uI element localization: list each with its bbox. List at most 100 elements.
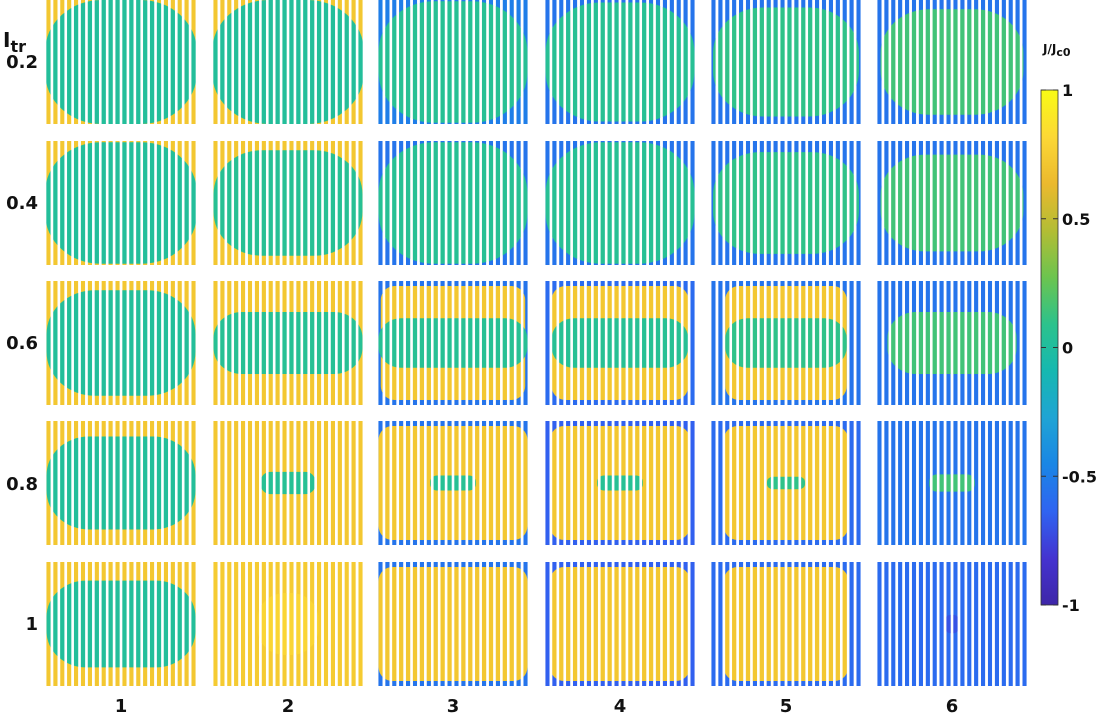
stripe-gap (424, 0, 427, 124)
column-label: 4 (614, 696, 627, 717)
stripe-gap (673, 141, 677, 265)
stripe-gap (625, 421, 629, 545)
stripe-gap (493, 562, 496, 686)
stripe-gap (784, 281, 788, 405)
stripe-gap (660, 141, 663, 265)
stripe-gap (272, 141, 276, 265)
stripe-gap (743, 0, 746, 124)
stripe-gap (916, 421, 919, 545)
stripe (718, 421, 723, 545)
stripe-gap (195, 0, 197, 124)
stripe-gap (50, 562, 54, 686)
stripe-gap (625, 562, 629, 686)
stripe-gap (805, 0, 809, 124)
stripe-gap (597, 562, 601, 686)
stripe-gap (348, 562, 352, 686)
stripe-gap (660, 562, 663, 686)
stripe-gap (916, 562, 919, 686)
stripe-gap (231, 562, 235, 686)
stripe-gap (757, 281, 760, 405)
stripe-gap (382, 421, 386, 545)
stripe-gap (846, 141, 850, 265)
column-label: 2 (282, 696, 295, 717)
stripe-gap (328, 281, 331, 405)
stripe-gap (846, 562, 850, 686)
stripe-gap (846, 281, 850, 405)
stripe-gap (923, 0, 926, 124)
stripe-gap (570, 562, 573, 686)
stripe-gap (777, 562, 781, 686)
stripe-gap (300, 0, 304, 124)
stripe-gap (437, 562, 441, 686)
stripe-gap (971, 421, 975, 545)
panel-r3-c3 (377, 281, 529, 405)
stripe (545, 421, 550, 545)
stripe-gap (563, 281, 567, 405)
stripe-gap (909, 562, 912, 686)
stripe-gap (950, 281, 954, 405)
stripe-gap (181, 562, 185, 686)
stripe-gap (805, 281, 809, 405)
stripe-gap (618, 562, 622, 686)
stripe-gap (846, 0, 850, 124)
stripe (1008, 562, 1013, 686)
stripe-gap (549, 562, 553, 686)
stripe-gap (154, 421, 157, 545)
stripe-gap (943, 562, 947, 686)
stripe-gap (112, 421, 116, 545)
stripe-gap (853, 562, 857, 686)
stripe-gap (611, 421, 615, 545)
stripe-gap (710, 281, 712, 405)
stripe-gap (544, 421, 546, 545)
stripe-gap (833, 562, 836, 686)
stripe-gap (98, 562, 102, 686)
stripe-gap (710, 0, 712, 124)
stripe-gap (839, 421, 843, 545)
stripe (227, 562, 232, 686)
stripe-gap (506, 562, 510, 686)
stripe (1015, 421, 1020, 545)
stripe-gap (673, 562, 677, 686)
stripe-gap (403, 141, 406, 265)
stripe-gap (92, 141, 95, 265)
stripe-gap (45, 141, 47, 265)
stripe-gap (500, 421, 503, 545)
column-labels: 1 2 3 4 5 6 (115, 696, 959, 717)
stripe-gap (293, 421, 297, 545)
stripe (711, 281, 716, 405)
stripe-gap (377, 421, 379, 545)
stripe-gap (133, 281, 137, 405)
stripe-gap (929, 562, 933, 686)
stripe-gap (826, 421, 829, 545)
stripe-gap (231, 141, 235, 265)
stripe-gap (486, 281, 489, 405)
stripe (690, 281, 695, 405)
stripe-gap (604, 281, 608, 405)
panel-r1-c2 (212, 0, 364, 124)
stripe-gap (465, 0, 469, 124)
stripe-gap (188, 562, 192, 686)
stripe-gap (563, 421, 567, 545)
stripe-gap (105, 281, 109, 405)
stripe-gap (410, 281, 413, 405)
stripe-gap (632, 281, 636, 405)
stripe-gap (743, 281, 746, 405)
stripe-gap (133, 0, 137, 124)
stripe-gap (881, 421, 885, 545)
panel-r1-c1 (45, 0, 197, 124)
stripe-gap (743, 141, 746, 265)
stripe-gap (362, 562, 364, 686)
stripe-gap (154, 141, 157, 265)
stripe-gap (224, 141, 228, 265)
stripe-gap (259, 281, 262, 405)
stripe (891, 421, 896, 545)
stripe-gap (570, 421, 573, 545)
stripe-gap (112, 562, 116, 686)
stripe-gap (964, 0, 968, 124)
stripe-gap (881, 141, 885, 265)
stripe-gap (293, 0, 297, 124)
stripe-gap (78, 421, 81, 545)
stripe-gap (563, 562, 567, 686)
stripe-gap (618, 141, 622, 265)
stripe-gap (45, 421, 47, 545)
